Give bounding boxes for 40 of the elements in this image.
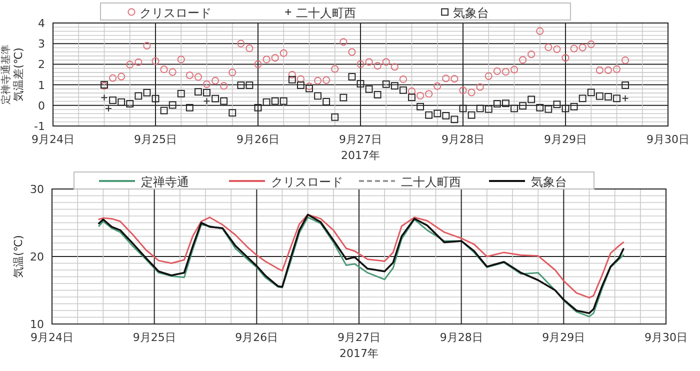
point: [622, 94, 629, 102]
x-tick-label: 9月28日: [442, 133, 484, 146]
line-series: [98, 214, 624, 298]
x-tick-label: 9月27日: [339, 133, 382, 146]
point: [203, 98, 210, 105]
y-tick-label: 4: [38, 17, 45, 30]
y-tick-label: 20: [30, 250, 44, 264]
x-tick-label: 9月30日: [644, 331, 688, 344]
y-axis-title: 気温(℃): [12, 235, 25, 278]
x-axis-title: 2017年: [340, 347, 378, 360]
legend-label: 気象台: [452, 6, 489, 20]
legend-label: 二十人町西: [296, 6, 356, 20]
x-tick-label: 9月26日: [235, 331, 278, 344]
y-tick-label: -1: [34, 120, 45, 133]
x-tick-label: 9月26日: [236, 133, 280, 146]
y-axis-title: 気温差(℃): [12, 48, 25, 102]
point: [100, 94, 108, 102]
x-tick-label: 9月29日: [542, 331, 586, 344]
x-tick-label: 9月27日: [338, 331, 380, 344]
text: 定禅寺通基準: [0, 44, 12, 104]
point: [105, 104, 112, 112]
legend-label: 二十人町西: [401, 175, 461, 189]
legend-label: クリスロード: [140, 6, 212, 20]
legend-label: 気象台: [531, 175, 567, 189]
x-tick-label: 9月24日: [32, 133, 74, 146]
y-tick-label: 1: [38, 78, 45, 92]
legend-label: クリスロード: [271, 175, 343, 189]
x-tick-label: 9月25日: [134, 133, 177, 146]
x-tick-label: 9月25日: [132, 331, 176, 344]
x-tick-label: 9月29日: [544, 133, 587, 146]
x-axis-title: 2017年: [341, 149, 380, 162]
y-tick-label: 2: [38, 58, 45, 72]
legend-label: 定禅寺通: [141, 175, 189, 189]
x-tick-label: 9月30日: [646, 133, 690, 146]
x-tick-label: 9月28日: [440, 331, 483, 344]
y-tick-label: 30: [30, 183, 44, 196]
y-tick-label: 3: [38, 38, 45, 51]
y-tick-label: 10: [30, 318, 44, 331]
y-tick-label: 0: [38, 99, 45, 112]
x-tick-label: 9月24日: [30, 331, 74, 344]
